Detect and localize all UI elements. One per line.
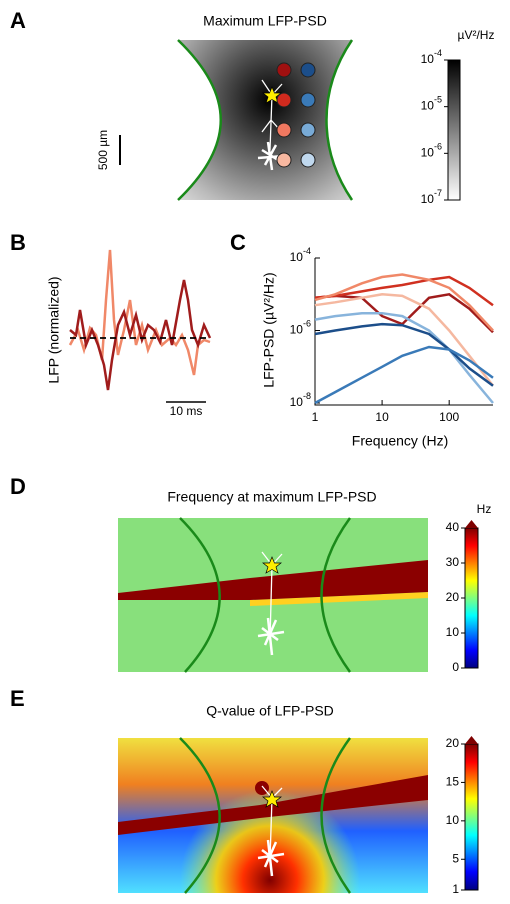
panel-letter: C [230,230,246,255]
y-axis-label: LFP (normalized) [46,276,62,383]
electrodes [276,62,316,168]
y-axis-label: LFP-PSD (µV²/Hz) [261,272,277,387]
line-series [314,311,494,404]
heatmap-band [250,592,428,606]
tick-label: 10 [375,410,389,424]
line-series [314,293,494,387]
tick-label: 10-6 [421,142,442,160]
colorbar-label: µV²/Hz [458,28,495,42]
tick-label: 40 [446,520,460,534]
outline [179,517,352,673]
axes [314,258,493,406]
panel-letter: D [10,474,26,499]
outline [177,39,354,201]
heatmap-spot [255,781,269,795]
tick-exponent: -4 [303,246,311,256]
star [262,790,282,808]
tick-label: 20 [446,736,460,750]
tick-base: 10 [421,52,435,66]
tick-base: 10 [421,192,435,206]
tick-label: 30 [446,555,460,569]
colorbar-arrow [465,520,478,528]
tick-exponent: -8 [303,391,311,401]
tick-label: 10-8 [290,391,311,409]
panel-letter: E [10,686,25,711]
tick-label: 10 [446,625,460,639]
tick-label: 20 [446,590,460,604]
heatmap-band [118,560,428,600]
tick-base: 10 [290,250,304,264]
scale-bar-label: 10 ms [170,404,203,418]
x-axis-label: Frequency (Hz) [352,433,448,449]
tick-base: 10 [290,395,304,409]
tick-label: 10-4 [290,246,311,264]
line-series [314,275,494,307]
heatmap-band [118,775,428,835]
panel-title: Q-value of LFP-PSD [206,703,334,719]
tick-base: 10 [421,99,435,113]
tick-label: 15 [446,775,460,789]
neuron [257,79,285,171]
tick-label: 10-7 [421,188,442,206]
colorbar [447,59,461,201]
panel-title: Maximum LFP-PSD [203,13,327,29]
star [262,86,282,104]
tick-exponent: -5 [434,95,442,105]
tick-exponent: -4 [434,48,442,58]
panel-title: Frequency at maximum LFP-PSD [167,489,376,505]
panel-letter: A [10,8,26,33]
traces [68,249,212,391]
tick-label: 10-5 [421,95,442,113]
colorbar-label: Hz [477,502,492,516]
line-series [314,345,494,405]
outline [179,737,352,894]
tick-label: 0 [452,660,459,674]
tick-base: 10 [290,323,304,337]
colorbar [464,743,479,891]
scale-bar-label: 500 µm [96,130,110,170]
tick-label: 1 [312,410,319,424]
tick-exponent: -6 [303,319,311,329]
tick-label: 10-6 [290,319,311,337]
star [262,556,282,574]
tick-label: 10 [446,813,460,827]
colorbar [464,527,479,669]
tick-label: 5 [452,851,459,865]
tick-exponent: -6 [434,142,442,152]
tick-base: 10 [421,146,435,160]
line-series [314,322,494,387]
tick-label: 1 [452,882,459,896]
panel-letter: B [10,230,26,255]
line-series [314,273,494,332]
tick-exponent: -7 [434,188,442,198]
tick-label: 100 [439,410,459,424]
tick-label: 10-4 [421,48,442,66]
colorbar-arrow [465,736,478,744]
